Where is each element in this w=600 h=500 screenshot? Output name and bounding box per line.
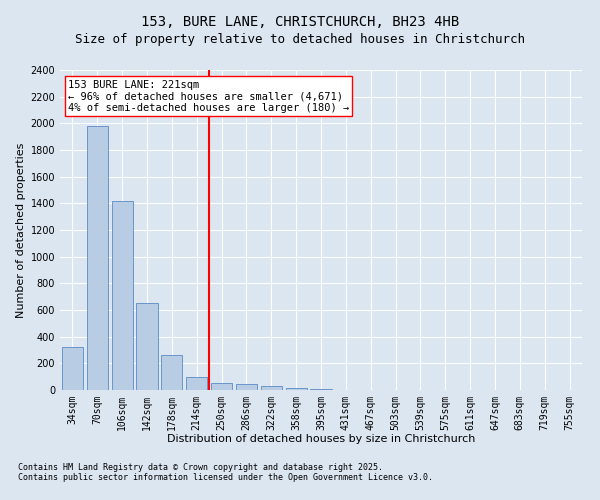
Bar [161,356,182,390]
X-axis label: Distribution of detached houses by size in Christchurch: Distribution of detached houses by size … [167,434,475,444]
Text: 153 BURE LANE: 221sqm
← 96% of detached houses are smaller (4,671)
4% of semi-de: 153 BURE LANE: 221sqm ← 96% of detached … [68,80,349,113]
Text: Contains public sector information licensed under the Open Government Licence v3: Contains public sector information licen… [18,474,433,482]
Bar [236,384,257,390]
Bar [112,200,133,390]
Text: 153, BURE LANE, CHRISTCHURCH, BH23 4HB: 153, BURE LANE, CHRISTCHURCH, BH23 4HB [141,15,459,29]
Bar [261,386,282,390]
Bar [310,389,332,390]
Bar [87,126,108,390]
Text: Contains HM Land Registry data © Crown copyright and database right 2025.: Contains HM Land Registry data © Crown c… [18,464,383,472]
Bar [211,382,232,390]
Bar [136,304,158,390]
Y-axis label: Number of detached properties: Number of detached properties [16,142,26,318]
Text: Size of property relative to detached houses in Christchurch: Size of property relative to detached ho… [75,32,525,46]
Bar [186,378,207,390]
Bar [286,388,307,390]
Bar [62,348,83,390]
